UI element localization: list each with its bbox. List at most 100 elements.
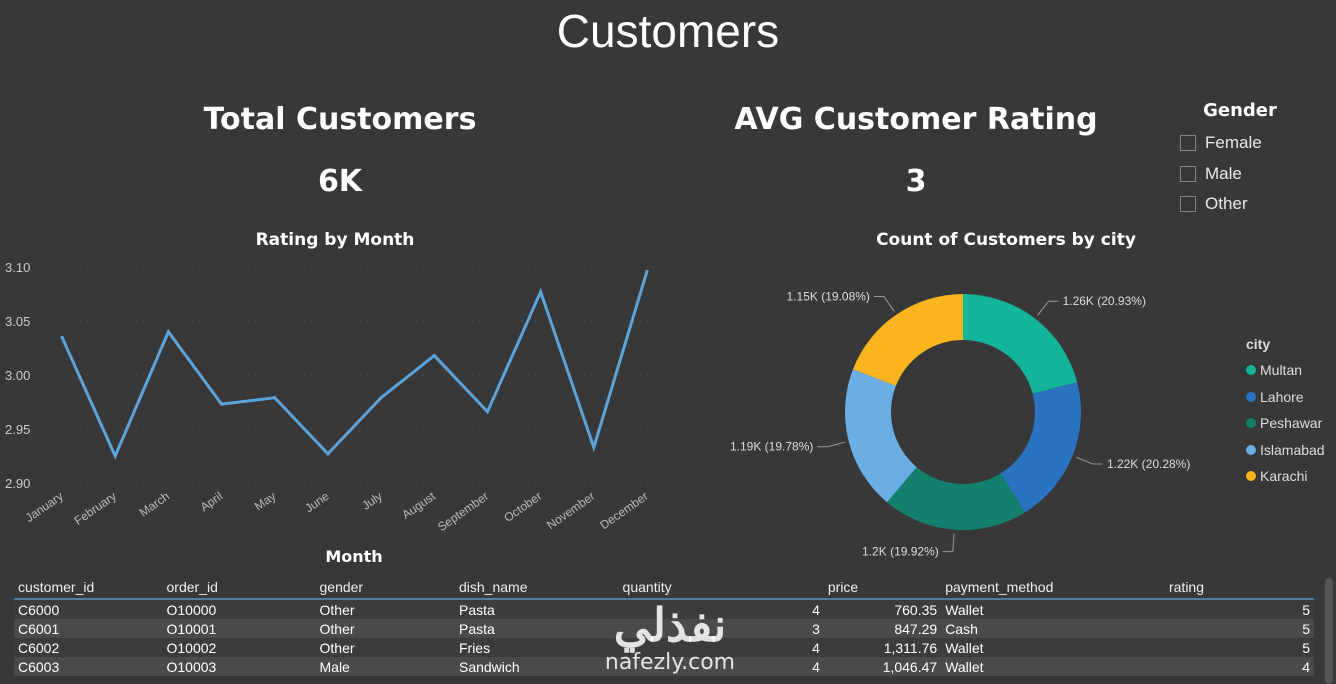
checkbox[interactable] (1180, 135, 1196, 151)
legend-item-islamabad[interactable]: Islamabad (1246, 437, 1325, 464)
city-legend: city Multan Lahore Peshawar Islamabad Karach… (1246, 336, 1325, 490)
avg-rating-label: AVG Customer Rating (734, 102, 1098, 137)
x-tick-label: April (198, 489, 226, 514)
legend-item-multan[interactable]: Multan (1246, 357, 1325, 384)
cell-customer_id: C6000 (14, 599, 163, 619)
cell-rating: 5 (1164, 619, 1314, 638)
x-tick-label: May (252, 489, 279, 513)
slice-lahore (1000, 382, 1081, 513)
data-label: 1.19K (19.78%) (730, 440, 813, 454)
x-tick-label: December (597, 489, 650, 532)
data-point (113, 454, 117, 458)
data-label: 1.2K (19.92%) (862, 545, 939, 559)
option-label: Other (1205, 194, 1248, 213)
y-tick-label: 3.10 (5, 260, 30, 275)
data-point (166, 330, 170, 334)
gender-option-female[interactable]: Female (1180, 133, 1262, 153)
y-tick-label: 2.90 (5, 476, 30, 491)
cell-order_id: O10001 (162, 619, 316, 638)
legend-label: Lahore (1260, 388, 1304, 405)
checkbox[interactable] (1180, 196, 1196, 212)
data-label: 1.15K (19.08%) (787, 289, 870, 303)
cell-quantity: 4 (618, 657, 824, 676)
option-label: Male (1205, 164, 1242, 183)
x-tick-label: September (435, 489, 491, 534)
cell-payment_method: Wallet (941, 599, 1165, 619)
gender-option-male[interactable]: Male (1180, 164, 1242, 184)
legend-dot-icon (1246, 471, 1256, 482)
column-header-price[interactable]: price (823, 576, 942, 600)
cell-gender: Other (315, 599, 455, 619)
x-tick-label: January (23, 489, 66, 525)
x-tick-label: February (72, 489, 119, 528)
legend-label: Karachi (1260, 468, 1308, 485)
customers-by-city-chart: 1.26K (20.93%) 1.22K (20.28%) 1.2K (19.92%… (730, 289, 1190, 559)
cell-quantity: 3 (618, 619, 824, 638)
checkbox[interactable] (1180, 166, 1196, 182)
table-row[interactable]: C6001 O10001 Other Pasta 3 847.29 Cash 5 (14, 619, 1314, 638)
legend-item-peshawar[interactable]: Peshawar (1246, 410, 1325, 437)
page-title: Customers (556, 5, 780, 57)
data-point (60, 335, 64, 339)
cell-gender: Other (315, 638, 455, 657)
table-row[interactable]: C6003 O10003 Male Sandwich 4 1,046.47 Wallet 4 (14, 657, 1314, 676)
table-row[interactable]: C6002 O10002 Other Fries 4 1,311.76 Wallet 5 (14, 638, 1314, 657)
column-header-gender[interactable]: gender (315, 576, 455, 600)
slice-karachi (853, 294, 963, 386)
donut-chart-title: Count of Customers by city (876, 230, 1136, 250)
x-tick-label: October (501, 489, 544, 525)
y-tick-label: 3.00 (5, 368, 30, 383)
cell-customer_id: C6002 (14, 638, 163, 657)
legend-dot-icon (1246, 391, 1256, 402)
legend-dot-icon (1246, 418, 1256, 429)
cell-rating: 5 (1164, 638, 1314, 657)
table-scrollbar[interactable] (1325, 578, 1333, 684)
cell-payment_method: Wallet (941, 657, 1165, 676)
cell-price: 1,046.47 (823, 657, 942, 676)
data-point (645, 269, 649, 273)
legend-label: Islamabad (1260, 441, 1325, 458)
column-header-dish_name[interactable]: dish_name (454, 576, 619, 600)
cell-dish_name: Sandwich (454, 657, 619, 676)
legend-item-karachi[interactable]: Karachi (1246, 463, 1325, 490)
leader-line (873, 295, 895, 312)
legend-label: Multan (1260, 362, 1303, 379)
avg-rating-value: 3 (905, 164, 927, 199)
data-point (432, 354, 436, 358)
x-tick-label: July (359, 489, 385, 513)
legend-dot-icon (1246, 365, 1256, 376)
legend-label: Peshawar (1260, 415, 1323, 432)
leader-line (942, 533, 955, 553)
data-label: 1.22K (20.28%) (1107, 457, 1190, 471)
gender-option-other[interactable]: Other (1180, 194, 1248, 214)
column-header-rating[interactable]: rating (1164, 576, 1314, 600)
cell-rating: 4 (1164, 657, 1314, 676)
option-label: Female (1205, 133, 1262, 152)
column-header-quantity[interactable]: quantity (618, 576, 824, 600)
cell-gender: Other (315, 619, 455, 638)
data-point (326, 452, 330, 456)
gender-slicer-title: Gender (1203, 100, 1277, 121)
cell-order_id: O10000 (162, 599, 316, 619)
table-row[interactable]: C6000 O10000 Other Pasta 4 760.35 Wallet 5 (14, 599, 1314, 619)
column-header-payment_method[interactable]: payment_method (941, 576, 1165, 600)
leader-line (1076, 456, 1103, 465)
cell-dish_name: Pasta (454, 599, 619, 619)
line-chart-xlabel: Month (325, 547, 383, 566)
cell-quantity: 4 (618, 638, 824, 657)
orders-table: customer_id order_id gender dish_name quanti… (14, 576, 1314, 676)
line-chart-title: Rating by Month (255, 230, 415, 250)
x-tick-label: June (302, 489, 332, 516)
data-point (539, 290, 543, 294)
column-header-order_id[interactable]: order_id (162, 576, 316, 600)
y-tick-label: 3.05 (5, 314, 30, 329)
column-header-customer_id[interactable]: customer_id (14, 576, 163, 600)
leader-line (1037, 300, 1059, 316)
cell-price: 1,311.76 (823, 638, 942, 657)
total-customers-value: 6K (317, 164, 363, 199)
legend-item-lahore[interactable]: Lahore (1246, 384, 1325, 411)
cell-order_id: O10002 (162, 638, 316, 657)
cell-payment_method: Wallet (941, 638, 1165, 657)
data-point (273, 396, 277, 400)
x-tick-label: November (544, 489, 597, 532)
